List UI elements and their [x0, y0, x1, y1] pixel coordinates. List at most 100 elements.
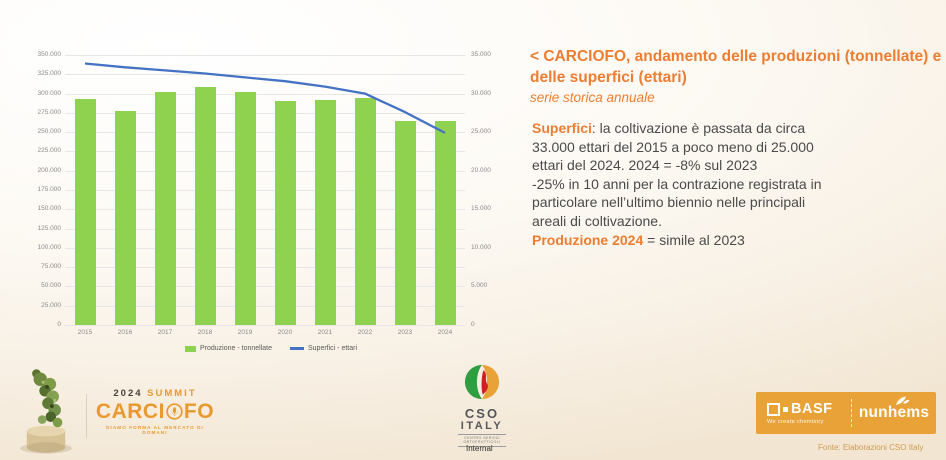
y-axis-label-left: 50.000 — [41, 282, 61, 290]
gridline — [65, 228, 465, 230]
basf-nunhems-banner: BASF We create chemistry nunhems — [756, 392, 936, 434]
superfici-trend-line — [84, 62, 446, 134]
gridline — [65, 190, 465, 191]
gridline — [65, 170, 465, 172]
nunhems-logo: nunhems — [852, 396, 936, 422]
body-line3: ettari del 2024. 2024 = -8% sul 2023 — [532, 157, 758, 174]
legend-produzione: Produzione - tonnellate — [184, 345, 272, 352]
y-axis-label-left: 175.000 — [37, 186, 62, 193]
page-title-line1: < CARCIOFO, andamento delle produzioni (… — [530, 48, 942, 65]
source-note: Fonte: Elaborazioni CSO Italy — [818, 443, 924, 452]
basf-square-icon — [767, 402, 780, 416]
basf-dot-icon — [783, 406, 788, 412]
y-axis-label-right: 30.000 — [471, 89, 491, 97]
bar-2020 — [274, 100, 296, 325]
production-surface-chart: 0 25.000 50.000 75.000 100.000 125.000 150.000… — [28, 42, 514, 362]
y-axis-label-right: 0 — [471, 321, 475, 328]
line-swatch-icon — [289, 347, 304, 350]
y-axis-label-right: 15.000 — [471, 205, 491, 213]
bar-2018 — [194, 86, 216, 325]
x-axis-label: 2024 — [437, 329, 453, 336]
italy-artichoke-sculpture — [20, 369, 72, 454]
gridline — [65, 132, 465, 134]
gridline — [65, 151, 465, 153]
y-axis-label-left: 200.000 — [37, 166, 62, 174]
y-axis-label-left: 350.000 — [37, 51, 62, 58]
page-title-line2: delle superfici (ettari) — [530, 69, 687, 86]
bar-2023 — [394, 121, 416, 325]
x-axis-label: 2018 — [197, 329, 213, 336]
gridline — [65, 55, 465, 56]
carciofo-wordmark: CARCI FO — [94, 400, 216, 423]
x-axis-label: 2022 — [357, 329, 373, 336]
carciofo-right: FO — [183, 400, 215, 423]
commentary-text: Superfici: la coltivazione è passata da … — [532, 119, 944, 249]
y-axis-label-left: 75.000 — [41, 263, 61, 271]
x-axis-label: 2017 — [157, 329, 173, 336]
text-column: < CARCIOFO, andamento delle produzioni (… — [530, 46, 944, 249]
y-axis-label-left: 25.000 — [41, 301, 61, 309]
gridline — [65, 305, 465, 307]
bar-2024 — [434, 120, 456, 325]
body-line2: 33.000 ettari del 2015 a poco meno di 25… — [532, 138, 814, 155]
cso-italy-logo: CSO ITALY CENTRO SERVIZI ORTOFRUTTICOLI — [450, 364, 514, 447]
summit-year: 2024 — [113, 388, 143, 399]
body-line1: : la coltivazione è passata da circa — [591, 120, 806, 136]
body-line7: = simile al 2023 — [643, 231, 745, 248]
artichoke-o-icon — [166, 403, 183, 420]
carciofo-left: CARCI — [95, 400, 165, 423]
legend-superfici: Superfici - ettari — [289, 345, 358, 352]
gridline — [65, 93, 465, 95]
bar-2016 — [114, 111, 136, 325]
y-axis-label-left: 150.000 — [37, 205, 62, 213]
x-axis-label: 2019 — [237, 329, 253, 336]
superfici-label: Superfici — [532, 120, 592, 136]
x-axis-label: 2021 — [317, 329, 333, 336]
cso-italy: ITALY — [460, 420, 504, 432]
chart-legend: Produzione - tonnellate Superfici - ettar… — [28, 345, 514, 352]
gridline — [65, 247, 465, 249]
y-axis-label-right: 20.000 — [471, 166, 491, 174]
cso-caption-line2: ORTOFRUTTICOLI — [463, 440, 501, 445]
nunhems-name: nunhems — [858, 404, 930, 421]
body-line5: particolare nell’ultimo biennio nelle pr… — [532, 194, 806, 211]
bar-2019 — [234, 92, 256, 325]
y-axis-label-left: 275.000 — [37, 108, 62, 116]
page-title: < CARCIOFO, andamento delle produzioni (… — [530, 46, 944, 88]
cso-name: CSO — [464, 406, 500, 421]
basf-logo: BASF We create chemistry — [756, 401, 851, 425]
body-line4: -25% in 10 anni per la contrazione regis… — [532, 175, 822, 192]
footer-divider — [86, 394, 87, 438]
bar-2015 — [74, 98, 96, 325]
gridline — [65, 209, 465, 211]
nunhems-leaf-icon — [896, 396, 910, 405]
gridline — [65, 267, 465, 269]
x-axis-label: 2020 — [277, 329, 293, 336]
y-axis-label-right: 35.000 — [471, 51, 491, 58]
bar-swatch-icon — [184, 345, 196, 352]
y-axis-label-left: 325.000 — [37, 70, 62, 78]
y-axis-label-right: 5.000 — [471, 282, 488, 290]
summit-logo-topline: 2024 SUMMIT — [94, 388, 216, 399]
gridline — [65, 286, 465, 288]
x-axis-label: 2023 — [397, 329, 413, 336]
x-axis-label: 2016 — [117, 329, 133, 336]
y-axis-label-left: 225.000 — [37, 147, 62, 155]
cso-logo-icon — [464, 364, 500, 400]
gridline — [65, 325, 465, 326]
y-axis-label-left: 0 — [57, 321, 61, 328]
summit-carciofo-logo: 2024 SUMMIT CARCI FO DIAMO FORMA AL MERC… — [94, 388, 216, 435]
legend-label: Superfici - ettari — [307, 345, 358, 352]
summit-tagline: DIAMO FORMA AL MERCATO DI DOMANI — [106, 425, 204, 435]
legend-label: Produzione - tonnellate — [199, 345, 272, 352]
cso-caption-line1: CENTRO SERVIZI — [464, 436, 500, 440]
summit-word: SUMMIT — [147, 388, 197, 399]
y-axis-label-right: 10.000 — [471, 243, 491, 251]
bar-2022 — [354, 98, 376, 325]
produzione-label: Produzione 2024 — [532, 231, 644, 248]
gridline — [65, 74, 465, 76]
basf-name: BASF — [791, 401, 833, 417]
internal-classification-label: Internal — [466, 444, 493, 453]
brand-divider — [851, 399, 852, 427]
